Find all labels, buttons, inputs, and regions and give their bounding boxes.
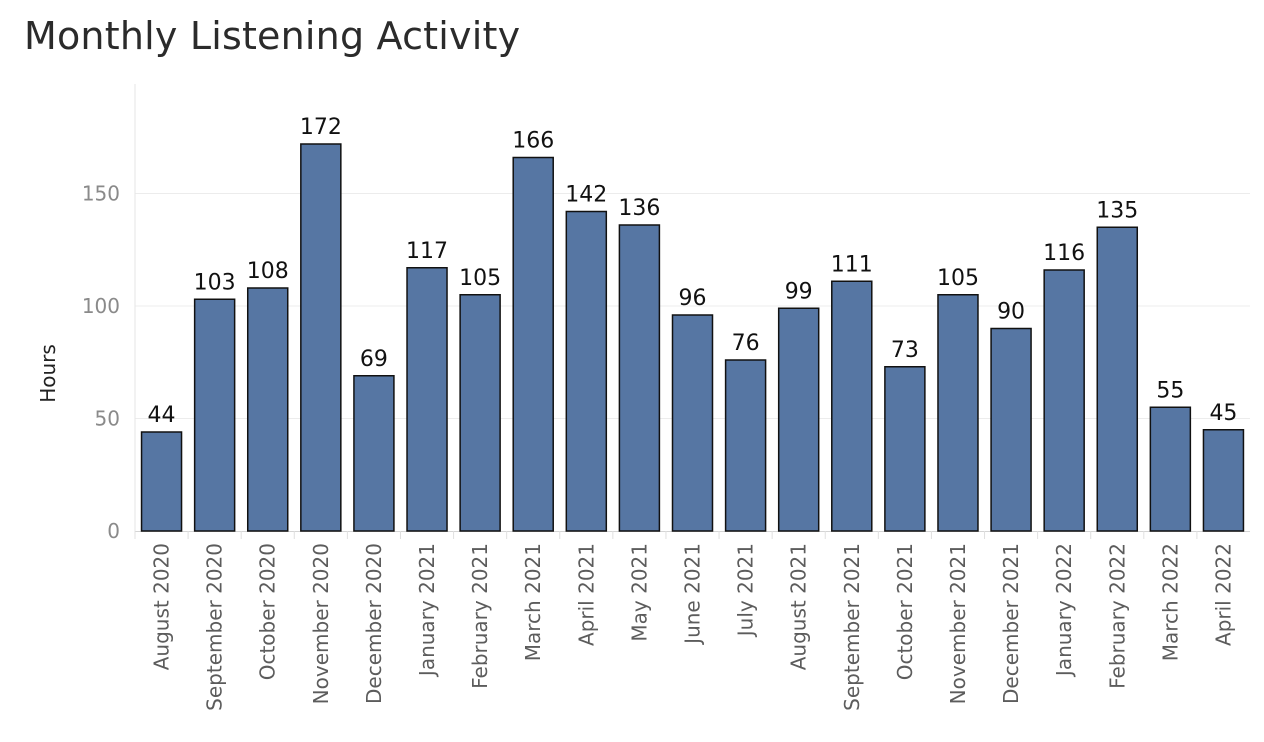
data-label: 108	[247, 259, 289, 284]
bar[interactable]	[777, 307, 820, 532]
bar[interactable]	[565, 210, 608, 532]
x-tick-label: February 2021	[468, 543, 492, 689]
data-label: 103	[194, 270, 236, 295]
data-label: 69	[360, 347, 388, 372]
x-tick-label: September 2021	[840, 543, 864, 711]
data-label: 136	[618, 196, 660, 221]
bar[interactable]	[459, 294, 501, 532]
bar[interactable]	[193, 298, 236, 532]
bar[interactable]	[618, 224, 661, 532]
chart-title: Monthly Listening Activity	[24, 14, 521, 58]
bar[interactable]	[1149, 406, 1192, 532]
data-label: 166	[512, 129, 554, 154]
bar[interactable]	[246, 287, 289, 532]
bar[interactable]	[884, 366, 926, 532]
bar[interactable]	[300, 143, 342, 532]
x-tick-label: April 2022	[1211, 543, 1235, 646]
x-tick-label: March 2022	[1158, 543, 1182, 661]
x-axis-ticks: August 2020 September 2020 October 2020 Nov…	[134, 531, 1235, 711]
y-tick-label: 150	[82, 182, 120, 206]
data-label: 45	[1209, 401, 1237, 426]
x-tick-label: February 2022	[1105, 543, 1129, 689]
x-tick-label: August 2020	[150, 543, 174, 670]
data-label: 99	[785, 279, 813, 304]
y-axis-label: Hours	[36, 344, 60, 403]
bars	[140, 143, 1245, 532]
data-labels: 44 103 108 172 69 117 105 166 142 136 96 76 99 111 73 1…	[148, 115, 1238, 428]
y-axis-ticks: 0 50 100 150	[82, 182, 120, 544]
bar[interactable]	[1202, 429, 1245, 532]
bar[interactable]	[671, 314, 714, 532]
bar[interactable]	[1043, 269, 1085, 532]
data-label: 142	[565, 183, 607, 208]
bar[interactable]	[937, 294, 979, 532]
x-tick-label: December 2021	[999, 543, 1023, 704]
data-label: 117	[406, 239, 448, 264]
x-tick-label: September 2020	[203, 543, 227, 711]
x-tick-label: May 2021	[627, 543, 651, 642]
data-label: 116	[1043, 241, 1085, 266]
data-label: 105	[937, 266, 979, 291]
x-tick-label: August 2021	[787, 543, 811, 670]
y-tick-label: 100	[82, 294, 120, 318]
bar[interactable]	[1096, 226, 1139, 532]
x-tick-label: March 2021	[521, 543, 545, 661]
y-tick-label: 0	[107, 519, 120, 543]
data-label: 135	[1096, 198, 1138, 223]
x-tick-label: November 2021	[946, 543, 970, 704]
data-label: 111	[831, 252, 873, 277]
bar[interactable]	[140, 431, 183, 532]
bar[interactable]	[512, 156, 554, 532]
bar[interactable]	[831, 280, 873, 532]
bar[interactable]	[353, 375, 395, 532]
x-tick-label: June 2021	[681, 543, 705, 646]
x-tick-label: January 2021	[415, 543, 439, 678]
bar[interactable]	[406, 267, 448, 532]
data-label: 172	[300, 115, 342, 140]
bar[interactable]	[990, 327, 1032, 532]
x-tick-label: December 2020	[362, 543, 386, 704]
data-label: 44	[148, 403, 176, 428]
data-label: 55	[1156, 378, 1184, 403]
data-label: 105	[459, 266, 501, 291]
data-label: 90	[997, 300, 1025, 325]
x-tick-label: October 2020	[256, 543, 280, 680]
y-tick-label: 50	[95, 407, 120, 431]
bar[interactable]	[724, 359, 767, 532]
x-tick-label: July 2021	[734, 543, 758, 638]
x-tick-label: October 2021	[893, 543, 917, 680]
x-tick-label: November 2020	[309, 543, 333, 704]
data-label: 73	[891, 338, 919, 363]
data-label: 76	[732, 331, 760, 356]
x-tick-label: January 2022	[1052, 543, 1076, 678]
x-tick-label: April 2021	[574, 543, 598, 646]
data-label: 96	[679, 286, 707, 311]
